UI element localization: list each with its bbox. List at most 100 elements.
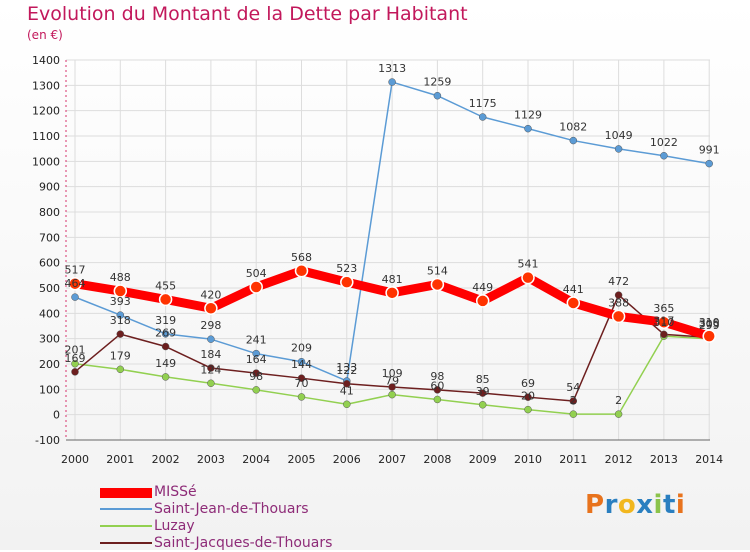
- data-label-1: 1259: [423, 76, 451, 89]
- logo-letter: x: [636, 490, 654, 520]
- data-label-3: 169: [65, 352, 86, 365]
- y-tick-label: 200: [39, 358, 60, 371]
- series-point-2: [116, 365, 125, 374]
- y-tick-label: 900: [39, 181, 60, 194]
- data-label-0: 365: [653, 302, 674, 315]
- data-label-1: 1082: [559, 121, 587, 134]
- x-tick-label: 2014: [695, 453, 723, 466]
- series-point-1: [71, 293, 79, 301]
- data-label-2: 2: [570, 394, 577, 407]
- series-point-2: [71, 359, 79, 368]
- series-point-3: [614, 291, 623, 299]
- series-point-3: [388, 383, 396, 391]
- data-label-1: 991: [699, 144, 720, 157]
- series-point-1: [569, 136, 578, 145]
- series-point-2: [524, 405, 532, 414]
- data-label-3: 122: [336, 364, 357, 377]
- data-label-2: 41: [340, 384, 354, 397]
- data-label-2: 201: [65, 344, 86, 357]
- series-point-0: [113, 284, 128, 298]
- data-label-3: 109: [382, 367, 403, 380]
- series-point-3: [569, 397, 578, 405]
- y-tick-label: 1000: [32, 155, 60, 168]
- x-tick-label: 2006: [333, 453, 361, 466]
- data-label-1: 209: [291, 342, 312, 355]
- x-tick-label: 2011: [559, 453, 587, 466]
- data-label-1: 298: [200, 319, 221, 332]
- data-label-0: 455: [155, 279, 176, 292]
- series-point-3: [71, 368, 79, 376]
- series-point-3: [116, 330, 125, 338]
- series-point-2: [388, 390, 396, 399]
- x-tick-label: 2001: [106, 453, 134, 466]
- series-point-0: [657, 315, 671, 329]
- logo-letter: o: [617, 490, 637, 520]
- series-point-3: [660, 330, 668, 339]
- series-point-0: [158, 292, 173, 307]
- x-tick-label: 2002: [152, 453, 180, 466]
- y-tick-label: 1400: [32, 54, 60, 67]
- series-point-3: [207, 364, 215, 372]
- data-label-1: 1129: [514, 109, 542, 122]
- data-label-0: 541: [518, 258, 539, 271]
- series-point-3: [161, 342, 170, 351]
- x-tick-label: 2005: [288, 453, 316, 466]
- data-label-1: 1313: [378, 62, 406, 75]
- series-point-3: [343, 380, 351, 388]
- series-point-2: [207, 379, 215, 388]
- y-tick-label: 1300: [32, 79, 60, 92]
- data-label-3: 318: [110, 314, 131, 327]
- data-label-2: 2: [615, 394, 622, 407]
- x-tick-label: 2004: [242, 453, 270, 466]
- data-label-0: 568: [291, 251, 312, 264]
- series-point-1: [705, 159, 713, 168]
- data-label-0: 310: [699, 316, 720, 329]
- data-label-2: 149: [155, 357, 176, 370]
- proxiti-logo: Proxiti: [585, 490, 685, 520]
- series-point-1: [478, 113, 487, 121]
- series-point-0: [249, 280, 263, 294]
- series-point-0: [702, 329, 716, 343]
- data-label-3: 98: [430, 370, 444, 383]
- series-point-3: [252, 369, 260, 377]
- series-point-1: [207, 335, 215, 343]
- x-tick-label: 2013: [650, 453, 678, 466]
- series-point-2: [569, 410, 578, 418]
- series-point-1: [161, 330, 170, 338]
- logo-letter: i: [653, 490, 663, 520]
- series-point-0: [475, 294, 490, 308]
- series-point-3: [297, 374, 306, 382]
- data-label-3: 69: [521, 377, 535, 390]
- data-label-3: 269: [155, 327, 176, 340]
- data-label-1: 1049: [605, 129, 633, 142]
- chart-title: Evolution du Montant de la Dette par Hab…: [27, 3, 468, 25]
- data-label-3: 305: [699, 317, 720, 330]
- series-point-2: [297, 393, 306, 401]
- data-label-0: 420: [200, 288, 221, 301]
- data-label-0: 449: [472, 281, 493, 294]
- legend-swatch-misse: [100, 488, 152, 498]
- x-tick-label: 2007: [378, 453, 406, 466]
- data-label-3: 472: [608, 275, 629, 288]
- data-label-2: 310: [653, 316, 674, 329]
- legend-label-saint-jean: Saint-Jean-de-Thouars: [154, 501, 309, 517]
- logo-letter: t: [662, 490, 676, 520]
- y-tick-label: 0: [53, 409, 60, 422]
- x-tick-label: 2003: [197, 453, 225, 466]
- data-label-1: 464: [65, 277, 86, 290]
- series-point-3: [524, 393, 532, 401]
- data-label-3: 317: [653, 314, 674, 327]
- data-label-2: 20: [521, 390, 535, 403]
- series-point-0: [430, 277, 445, 292]
- data-label-0: 441: [563, 283, 584, 296]
- y-tick-label: 100: [39, 383, 60, 396]
- logo-letter: P: [585, 490, 605, 520]
- data-label-0: 388: [608, 296, 629, 309]
- series-point-0: [204, 301, 218, 316]
- data-label-0: 514: [427, 264, 448, 277]
- legend-swatch-luzay: [100, 525, 152, 527]
- y-tick-label: -100: [35, 434, 60, 447]
- data-label-2: 39: [476, 385, 490, 398]
